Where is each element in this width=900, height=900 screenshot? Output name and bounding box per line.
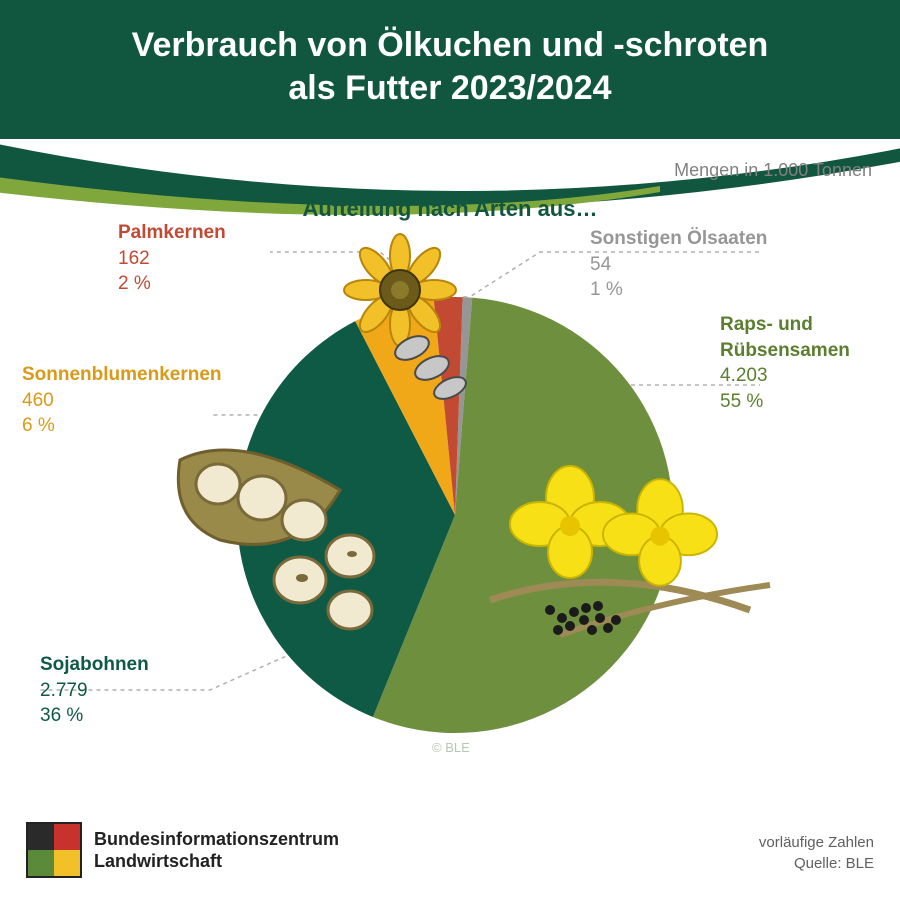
footer-note-1: vorläufige Zahlen — [759, 832, 874, 853]
label-pct: 2 % — [118, 271, 226, 297]
label-pct: 1 % — [590, 277, 767, 303]
label-value: 4.203 — [720, 363, 850, 389]
label-pct: 36 % — [40, 703, 149, 729]
label-sonnenblume: Sonnenblumenkernen 460 6 % — [22, 362, 222, 439]
header: Verbrauch von Ölkuchen und -schroten als… — [0, 0, 900, 139]
label-pct: 6 % — [22, 413, 222, 439]
label-value: 2.779 — [40, 678, 149, 704]
label-raps: Raps- und Rübsensamen 4.203 55 % — [720, 312, 850, 415]
title-line-2: als Futter 2023/2024 — [20, 67, 880, 110]
footer-note-2: Quelle: BLE — [759, 853, 874, 874]
label-value: 162 — [118, 246, 226, 272]
label-soja: Sojabohnen 2.779 36 % — [40, 652, 149, 729]
label-name: Sojabohnen — [40, 652, 149, 678]
label-pct: 55 % — [720, 389, 850, 415]
chart-copyright: © BLE — [432, 740, 470, 755]
label-value: 460 — [22, 388, 222, 414]
org-name-2: Landwirtschaft — [94, 850, 339, 873]
footer-notes: vorläufige Zahlen Quelle: BLE — [759, 832, 874, 874]
footer-org: Bundesinformationszentrum Landwirtschaft — [26, 822, 339, 878]
units-label: Mengen in 1.000 Tonnen — [674, 160, 872, 181]
label-palm: Palmkernen 162 2 % — [118, 220, 226, 297]
chart-subtitle: Aufteilung nach Arten aus… — [0, 196, 900, 222]
footer: Bundesinformationszentrum Landwirtschaft… — [0, 804, 900, 900]
org-name-1: Bundesinformationszentrum — [94, 828, 339, 851]
label-name: Palmkernen — [118, 220, 226, 246]
label-sonstige: Sonstigen Ölsaaten 54 1 % — [590, 226, 767, 303]
pie-chart: Sonstigen Ölsaaten 54 1 % Raps- und Rübs… — [0, 220, 900, 790]
org-logo-icon — [26, 822, 82, 878]
label-value: 54 — [590, 252, 767, 278]
title-line-1: Verbrauch von Ölkuchen und -schroten — [20, 24, 880, 67]
label-name: Raps- und Rübsensamen — [720, 312, 850, 363]
label-name: Sonnenblumenkernen — [22, 362, 222, 388]
label-name: Sonstigen Ölsaaten — [590, 226, 767, 252]
